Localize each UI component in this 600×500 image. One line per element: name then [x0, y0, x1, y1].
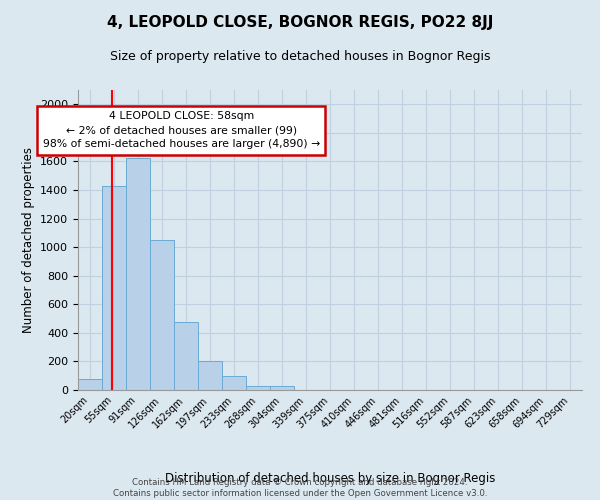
- Bar: [174, 322, 198, 390]
- Bar: [198, 362, 222, 390]
- Bar: [270, 386, 294, 390]
- Y-axis label: Number of detached properties: Number of detached properties: [22, 147, 35, 333]
- Text: 4 LEOPOLD CLOSE: 58sqm
← 2% of detached houses are smaller (99)
98% of semi-deta: 4 LEOPOLD CLOSE: 58sqm ← 2% of detached …: [43, 112, 320, 150]
- Bar: [102, 186, 126, 390]
- Text: 4, LEOPOLD CLOSE, BOGNOR REGIS, PO22 8JJ: 4, LEOPOLD CLOSE, BOGNOR REGIS, PO22 8JJ: [107, 15, 493, 30]
- Bar: [222, 376, 246, 390]
- Bar: [246, 386, 270, 390]
- Text: Distribution of detached houses by size in Bognor Regis: Distribution of detached houses by size …: [165, 472, 495, 485]
- Text: Contains HM Land Registry data © Crown copyright and database right 2024.
Contai: Contains HM Land Registry data © Crown c…: [113, 478, 487, 498]
- Bar: [150, 240, 174, 390]
- Text: Size of property relative to detached houses in Bognor Regis: Size of property relative to detached ho…: [110, 50, 490, 63]
- Bar: [78, 380, 102, 390]
- Bar: [126, 158, 150, 390]
